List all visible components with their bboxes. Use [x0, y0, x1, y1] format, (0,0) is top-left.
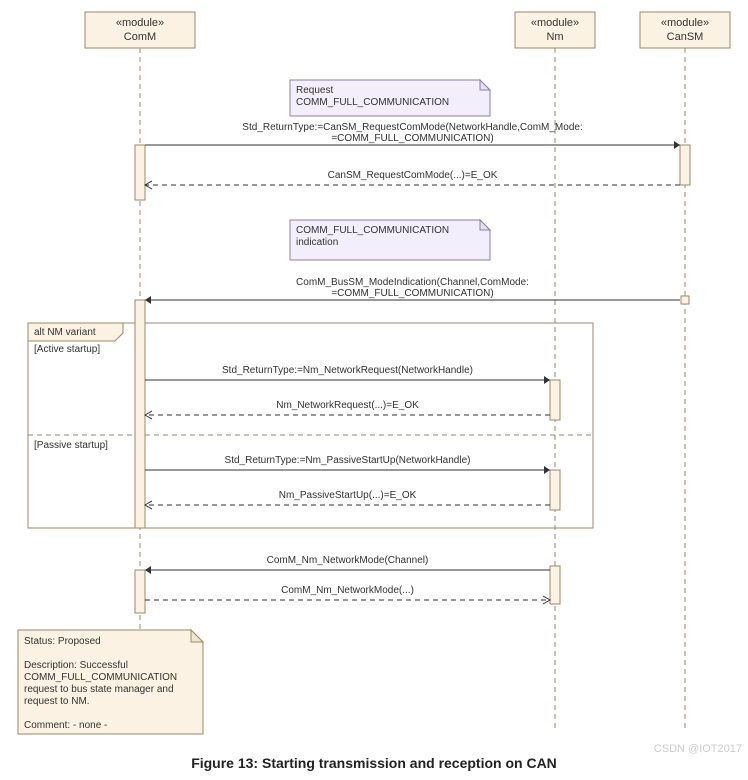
lifeline-name: CanSM	[667, 31, 704, 43]
note-fold	[480, 220, 490, 230]
lifeline-stereotype: «module»	[661, 17, 709, 29]
activation-CanSM	[680, 145, 690, 185]
message-label: Nm_PassiveStartUp(...)=E_OK	[279, 490, 417, 501]
activation-Nm	[550, 566, 560, 604]
note-fold	[480, 80, 490, 90]
message-label: Std_ReturnType:=CanSM_RequestComMode(Net…	[242, 122, 582, 133]
sequence-diagram: «module» ComM «module» Nm «module» CanSM Reque…	[0, 0, 748, 780]
activation-ComM	[135, 300, 145, 528]
lifeline-name: Nm	[546, 31, 563, 43]
status-note-text: request to NM.	[24, 696, 90, 707]
message-label: ComM_Nm_NetworkMode(...)	[281, 585, 414, 596]
alt-guard: [Passive startup]	[34, 440, 108, 451]
note-text: COMM_FULL_COMMUNICATION	[296, 225, 449, 236]
lifeline-name: ComM	[124, 31, 156, 43]
note-text: Request	[296, 85, 333, 96]
arrowhead	[544, 376, 550, 384]
arrowhead	[544, 466, 550, 474]
message-label: =COMM_FULL_COMMUNICATION)	[331, 133, 493, 144]
activation-ComM	[135, 570, 145, 613]
status-note-text: Status: Proposed	[24, 636, 101, 647]
message-label: Nm_NetworkRequest(...)=E_OK	[276, 400, 419, 411]
message-label: ComM_Nm_NetworkMode(Channel)	[267, 555, 429, 566]
lifeline-stereotype: «module»	[116, 17, 164, 29]
figure-caption: Figure 13: Starting transmission and rec…	[191, 755, 557, 771]
status-note-text: Description: Successful	[24, 660, 128, 671]
status-note-text: request to bus state manager and	[24, 684, 174, 695]
message-label: CanSM_RequestComMode(...)=E_OK	[328, 170, 498, 181]
message-label: =COMM_FULL_COMMUNICATION)	[331, 288, 493, 299]
message-label: Std_ReturnType:=Nm_NetworkRequest(Networ…	[222, 365, 473, 376]
arrowhead	[145, 566, 151, 574]
message-label: ComM_BusSM_ModeIndication(Channel,ComMod…	[296, 277, 529, 288]
activation-Nm	[550, 470, 560, 510]
status-note-text: COMM_FULL_COMMUNICATION	[24, 672, 177, 683]
activation-Nm	[550, 380, 560, 420]
message-label: Std_ReturnType:=Nm_PassiveStartUp(Networ…	[225, 455, 471, 466]
lifeline-stereotype: «module»	[531, 17, 579, 29]
arrowhead	[674, 141, 680, 149]
arrowhead	[145, 296, 151, 304]
note-text: indication	[296, 237, 338, 248]
status-note-fold	[191, 630, 203, 642]
watermark: CSDN @IOT2017	[654, 743, 742, 755]
alt-guard: [Active startup]	[34, 344, 100, 355]
activation-ComM	[135, 145, 145, 200]
status-note-text: Comment: - none -	[24, 720, 107, 731]
activation-CanSM	[681, 296, 689, 304]
alt-label: alt NM variant	[34, 327, 96, 338]
note-text: COMM_FULL_COMMUNICATION	[296, 97, 449, 108]
